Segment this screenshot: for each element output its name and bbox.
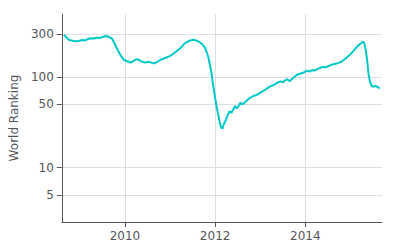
svg-text:5: 5: [46, 188, 54, 202]
svg-text:10: 10: [39, 161, 54, 175]
svg-text:2010: 2010: [110, 229, 141, 243]
svg-text:World Ranking: World Ranking: [7, 75, 21, 162]
svg-text:50: 50: [39, 97, 54, 111]
svg-text:2014: 2014: [290, 229, 321, 243]
svg-text:2012: 2012: [200, 229, 231, 243]
svg-text:300: 300: [31, 27, 54, 41]
svg-text:100: 100: [31, 70, 54, 84]
